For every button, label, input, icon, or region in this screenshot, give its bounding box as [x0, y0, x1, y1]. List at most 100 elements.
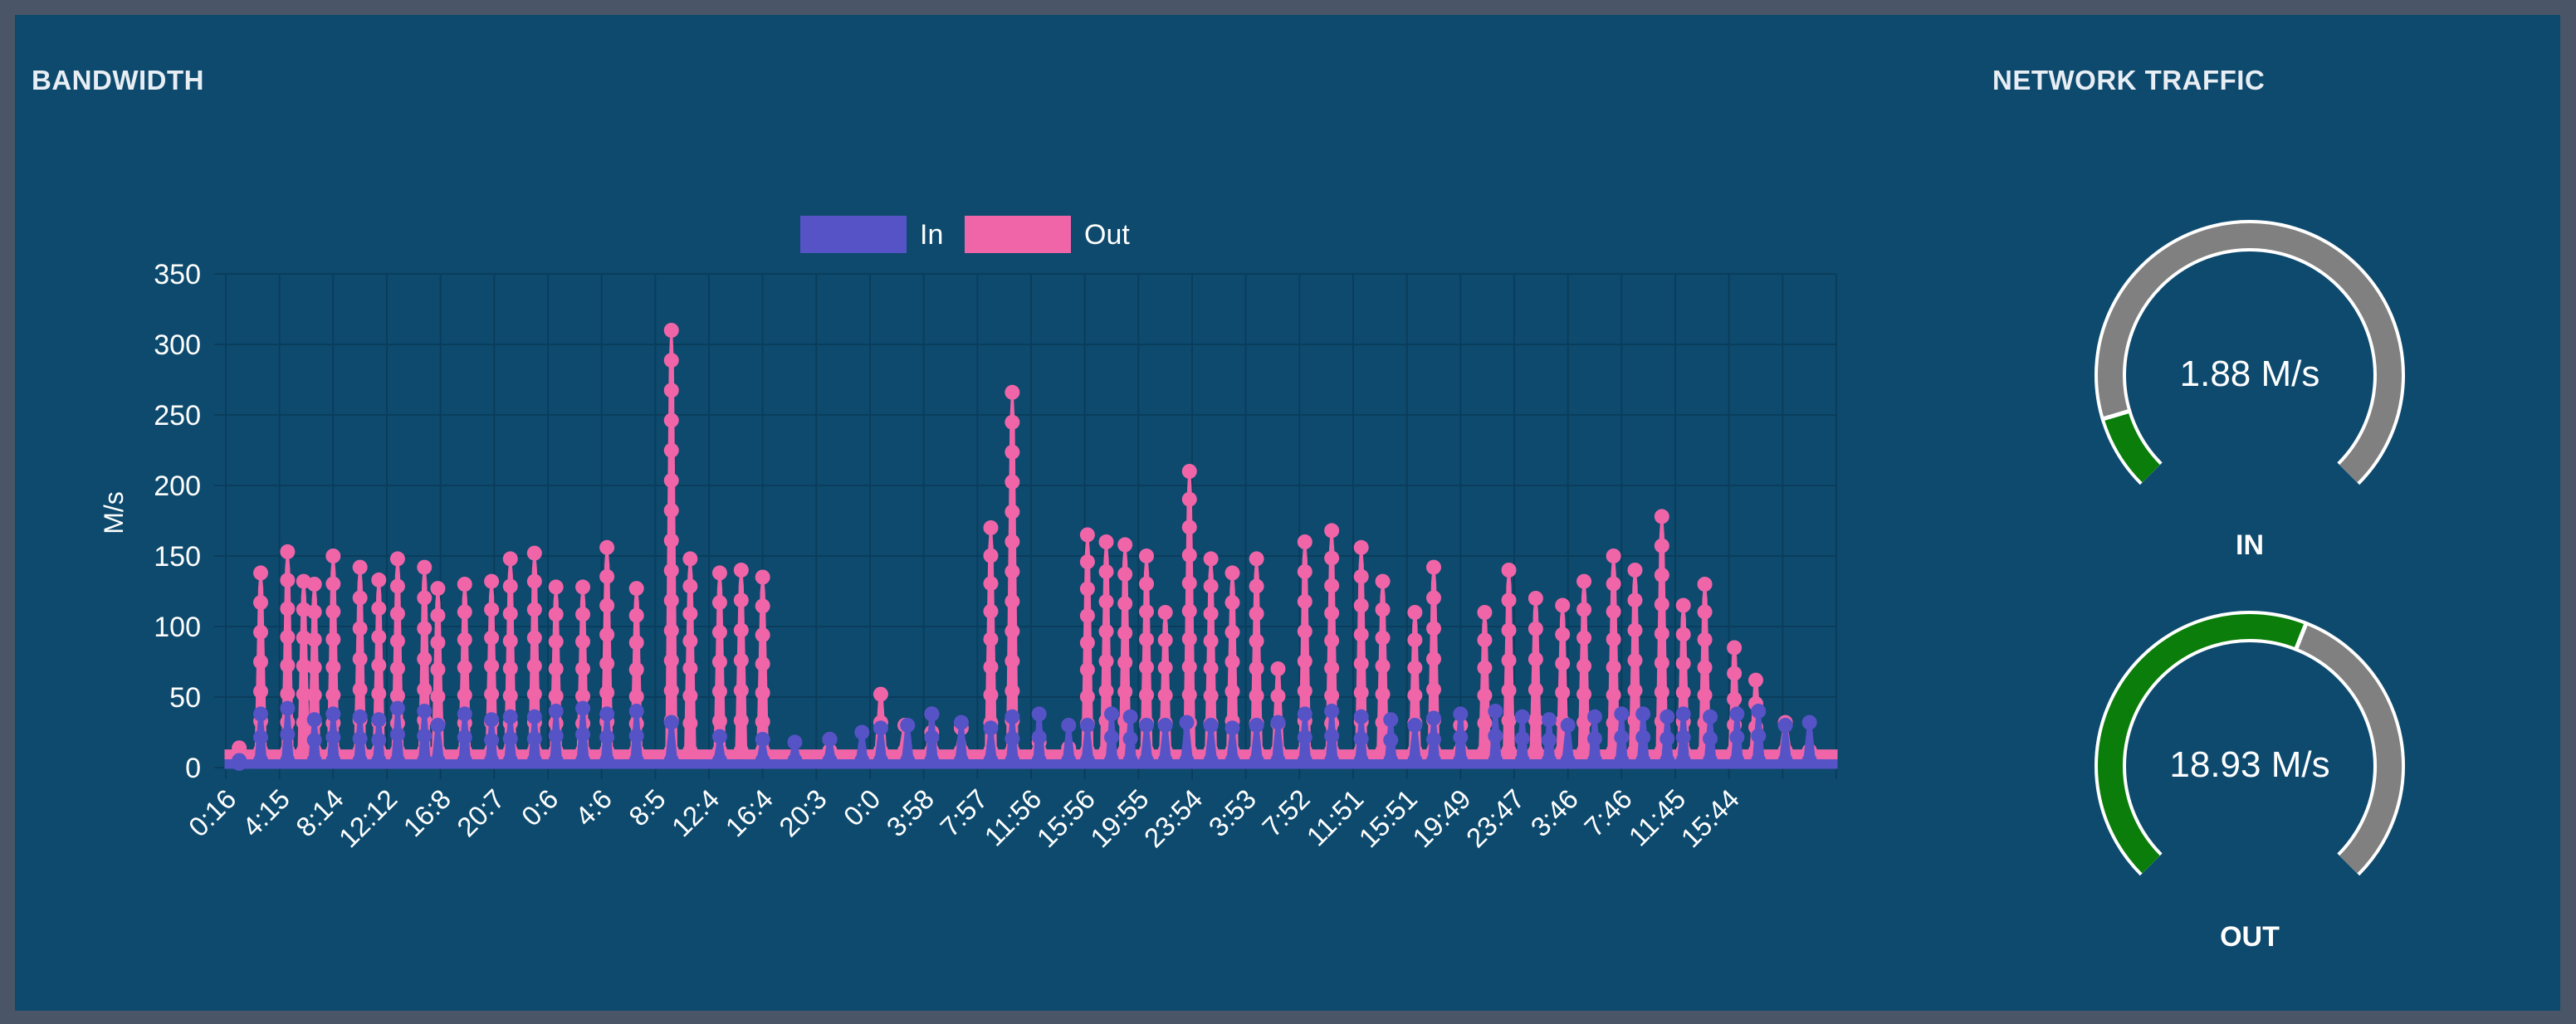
series-in-point: [1426, 753, 1441, 768]
series-out-point: [1426, 559, 1441, 575]
series-in-point: [352, 709, 368, 724]
series-out-point: [682, 743, 698, 758]
series-out-point: [430, 607, 446, 623]
series-in-point: [1675, 706, 1691, 722]
series-in-point: [1353, 753, 1369, 768]
series-out-point: [663, 412, 679, 428]
series-out-point: [1324, 578, 1340, 593]
series-out-point: [417, 559, 433, 575]
series-out-point: [983, 520, 999, 535]
series-out-point: [457, 660, 472, 675]
series-out-point: [417, 590, 433, 606]
series-in-point: [1122, 731, 1138, 747]
series-out-point: [1297, 623, 1312, 639]
series-in-point: [548, 753, 564, 768]
x-tick-label: 0:6: [516, 783, 565, 832]
series-out-point: [1501, 713, 1517, 729]
series-out-point: [1697, 577, 1713, 592]
series-in-point: [1383, 753, 1399, 768]
series-out-point: [1203, 551, 1219, 567]
series-in-point: [430, 753, 446, 768]
series-out-point: [1555, 685, 1571, 700]
series-out-point: [389, 661, 405, 676]
chart-legend[interactable]: In Out: [800, 216, 1130, 253]
series-out-point: [1576, 658, 1592, 674]
series-in-point: [1751, 753, 1767, 768]
series-out-point: [1004, 504, 1020, 519]
series-in-point: [1751, 704, 1767, 719]
series-in-point: [1031, 706, 1047, 722]
series-out-point: [1181, 575, 1197, 591]
series-in-point: [628, 753, 644, 768]
series-in-point: [854, 753, 870, 768]
series-out-point: [1324, 688, 1340, 704]
series-out-point: [484, 686, 500, 702]
series-out-point: [711, 654, 727, 670]
series-out-point: [628, 689, 644, 705]
y-tick-label: 200: [154, 471, 201, 502]
gauge-remaining: [2296, 624, 2402, 874]
legend-out-swatch[interactable]: [965, 216, 1071, 253]
series-out-point: [1353, 656, 1369, 671]
series-in-point: [1061, 718, 1077, 733]
series-in-point: [389, 700, 405, 716]
series-in-point: [1542, 712, 1557, 728]
series-in-point: [1614, 706, 1630, 722]
series-out-point: [733, 683, 749, 699]
series-out-point: [1297, 563, 1312, 579]
series-out-point: [682, 633, 698, 649]
x-tick-label: 11:51: [1301, 783, 1370, 852]
series-in-point: [663, 714, 679, 730]
gauge-in: 1.88 M/s: [2095, 220, 2405, 485]
series-out-point: [1555, 627, 1571, 642]
series-out-point: [1181, 659, 1197, 675]
series-out-point: [1139, 604, 1155, 620]
series-out-point: [526, 630, 542, 646]
series-out-point: [1079, 689, 1095, 705]
series-out-point: [325, 549, 341, 563]
series-in-point: [1122, 753, 1138, 768]
series-out-point: [1627, 563, 1643, 578]
series-in-point: [280, 700, 296, 716]
series-in-point: [1004, 709, 1020, 724]
series-out-point: [548, 688, 564, 704]
y-tick-label: 350: [154, 259, 201, 290]
series-out-point: [1375, 630, 1391, 646]
series-out-point: [1555, 656, 1571, 671]
series-in-point: [1297, 706, 1312, 722]
series-out-point: [1181, 464, 1197, 479]
series-out-point: [457, 631, 472, 647]
gauge-in-value: 1.88 M/s: [2180, 354, 2320, 394]
series-out-point: [352, 681, 368, 697]
series-in-point: [1801, 714, 1817, 730]
series-out-point: [1748, 672, 1763, 688]
series-in-point: [1383, 712, 1399, 728]
legend-out-label[interactable]: Out: [1084, 219, 1130, 251]
series-in-point: [526, 753, 542, 768]
series-in-point: [1777, 753, 1793, 768]
series-out-point: [417, 651, 433, 667]
legend-in-swatch[interactable]: [800, 216, 907, 253]
series-in-point: [1324, 753, 1340, 768]
series-in-point: [628, 704, 644, 719]
series-in-point: [280, 727, 296, 743]
series-out-point: [1528, 712, 1543, 728]
series-out-point: [1727, 640, 1743, 656]
series-in-point: [1297, 753, 1312, 768]
series-out-point: [1375, 686, 1391, 702]
series-in-point: [1635, 753, 1651, 768]
y-tick-label: 150: [154, 541, 201, 573]
series-out-point: [711, 595, 727, 611]
series-in-point: [983, 753, 999, 768]
series-out-point: [417, 681, 433, 697]
series-out-point: [457, 687, 472, 703]
series-out-point: [1477, 743, 1493, 758]
series-out-point: [1477, 660, 1493, 675]
series-out-point: [1697, 660, 1713, 675]
series-out-point: [253, 654, 269, 670]
series-out-point: [755, 685, 770, 700]
series-in-point: [711, 729, 727, 744]
series-out-point: [1004, 593, 1020, 609]
series-in-point: [1453, 706, 1469, 722]
legend-in-label[interactable]: In: [920, 219, 943, 251]
